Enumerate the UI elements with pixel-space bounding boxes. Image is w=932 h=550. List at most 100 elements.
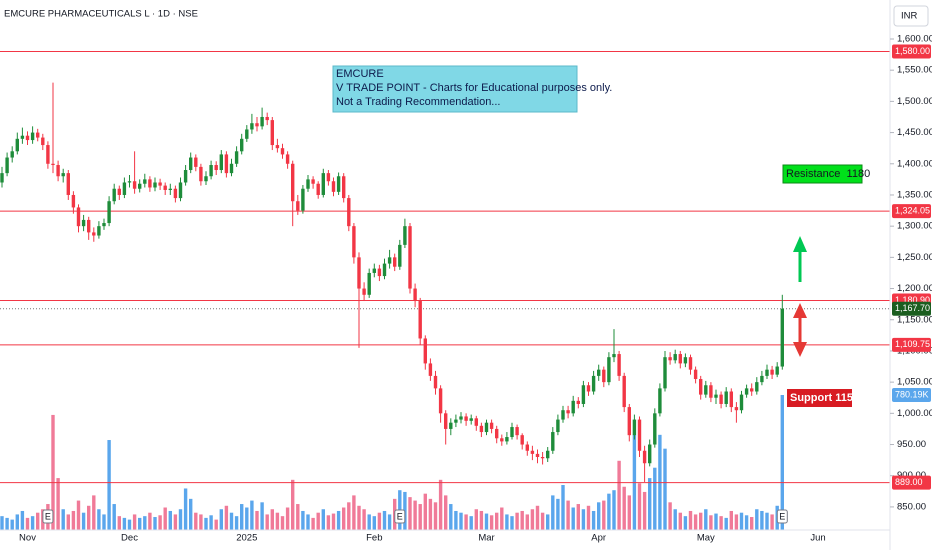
candle-body <box>189 157 193 171</box>
volume-bar <box>199 514 203 530</box>
y-tick-label: 1,300.00 <box>897 221 932 232</box>
volume-bar <box>535 505 540 530</box>
candle-body <box>183 170 188 183</box>
volume-bar <box>132 514 137 530</box>
candle-body <box>81 219 86 227</box>
candle-body <box>433 375 438 389</box>
volume-bar <box>617 460 621 530</box>
candle-body <box>357 257 361 289</box>
candle-body <box>306 179 310 189</box>
candle-body <box>56 165 60 177</box>
volume-bar <box>540 512 545 530</box>
volume-bar <box>591 510 596 530</box>
volume-bar <box>760 510 764 530</box>
volume-bar <box>602 500 606 530</box>
y-tick-label: 1,250.00 <box>897 252 932 263</box>
candle-body <box>285 154 290 164</box>
volume-bar <box>117 516 121 530</box>
candle-body <box>489 422 494 429</box>
volume-bar <box>607 493 611 530</box>
y-tick-label: 1,550.00 <box>897 65 932 76</box>
x-tick-label: 2025 <box>236 533 257 544</box>
note-line: V TRADE POINT - Charts for Educational p… <box>336 82 612 94</box>
volume-bar <box>214 519 218 530</box>
candle-body <box>163 185 167 190</box>
candle-body <box>377 268 382 277</box>
down-arrow <box>793 303 807 357</box>
volume-bar <box>148 512 152 530</box>
candle-body <box>571 400 575 414</box>
x-tick-label: May <box>697 533 715 544</box>
candle-body <box>581 385 586 404</box>
volume-bar <box>342 507 346 530</box>
level-tag <box>892 337 931 352</box>
volume-bar <box>505 514 509 530</box>
candle-body <box>428 363 433 376</box>
candle-body <box>398 244 402 267</box>
candle-body <box>642 450 647 464</box>
volume-bar <box>438 479 443 530</box>
volume-bar <box>500 507 504 530</box>
volume-bar <box>71 510 76 530</box>
level-tag-label: 1,180.90 <box>895 295 930 305</box>
candle-body <box>704 385 708 395</box>
volume-bar <box>138 517 142 530</box>
candle-body <box>734 407 739 411</box>
volume-bar <box>530 509 535 530</box>
volume-bar <box>10 519 14 530</box>
candle-body <box>61 173 65 177</box>
last-volume-label: 780.19K <box>895 389 929 399</box>
candle-body <box>316 183 320 195</box>
candle-body <box>352 226 356 258</box>
candle-body <box>459 416 463 420</box>
candle-body <box>627 407 631 436</box>
candle-body <box>591 375 596 392</box>
volume-bar <box>285 507 290 530</box>
candle-body <box>408 226 412 289</box>
candle-body <box>148 179 152 188</box>
volume-bar <box>326 515 331 530</box>
volume-bar <box>566 500 570 530</box>
currency-box[interactable] <box>893 5 929 27</box>
level-tag-label: 1,324.05 <box>895 206 930 216</box>
candle-body <box>663 357 667 389</box>
candle-body <box>744 388 749 395</box>
level-tag <box>892 204 931 219</box>
resistance-label: Resistance 1180 <box>786 168 870 180</box>
volume-bar <box>489 515 494 530</box>
candle-body <box>143 179 147 184</box>
note-box <box>332 65 578 113</box>
x-tick-label: Nov <box>19 533 36 544</box>
candle-body <box>658 388 662 414</box>
volume-bar <box>163 507 167 530</box>
volume-bar <box>444 495 448 530</box>
volume-bar <box>454 510 458 530</box>
candle-body <box>699 379 703 395</box>
candle-body <box>724 391 728 404</box>
volume-bar <box>693 514 698 530</box>
candle-body <box>36 132 40 138</box>
candle-body <box>632 419 637 436</box>
candle-body <box>10 151 14 158</box>
candle-body <box>505 437 509 442</box>
volume-bar <box>36 512 40 530</box>
candle-body <box>0 173 4 183</box>
volume-bar <box>648 478 652 530</box>
volume-bar <box>581 509 586 530</box>
volume-bar <box>158 515 162 530</box>
candle-body <box>495 428 499 439</box>
volume-bar <box>449 504 453 530</box>
volume-bar <box>143 516 147 530</box>
candle-body <box>41 137 45 146</box>
candle-body <box>484 422 489 433</box>
volume-bar <box>551 495 555 530</box>
volume-bar <box>204 517 208 530</box>
candle-body <box>382 263 387 277</box>
volume-bar <box>296 504 300 530</box>
candle-body <box>311 179 315 184</box>
candle-body <box>653 413 657 445</box>
candle-body <box>765 369 769 376</box>
candle-body <box>362 288 366 295</box>
volume-bar <box>474 509 478 530</box>
volume-bar <box>724 517 728 530</box>
